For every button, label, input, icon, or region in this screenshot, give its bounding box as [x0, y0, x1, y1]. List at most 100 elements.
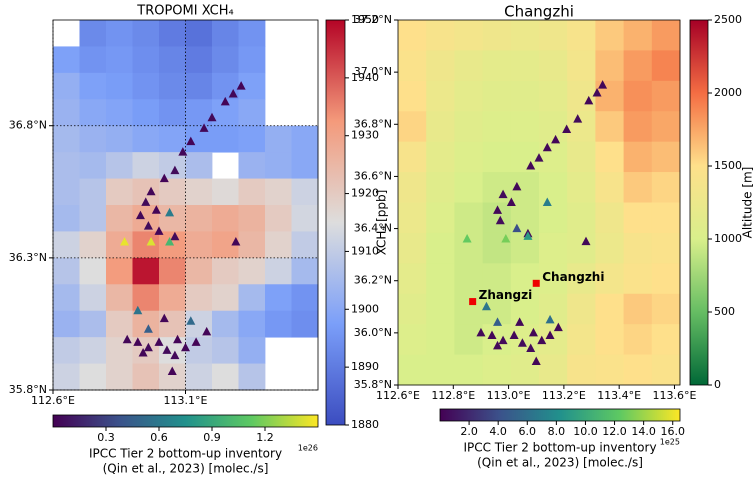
colorbar-label: Altitude [m] [741, 167, 755, 239]
grid-cell [567, 324, 596, 355]
grid-cell [106, 364, 133, 391]
grid-cell [426, 81, 455, 112]
grid-cell [159, 205, 186, 232]
grid-cell [239, 284, 266, 311]
grid-cell [186, 205, 213, 232]
grid-cell [398, 263, 427, 294]
grid-cell [133, 126, 160, 153]
colorbar-label: (Qin et al., 2023) [molec./s] [103, 462, 269, 476]
grid-cell [212, 126, 239, 153]
grid-cell [265, 258, 292, 285]
grid-cell [133, 73, 160, 100]
grid-cell [80, 99, 107, 126]
grid-cell [292, 311, 319, 338]
grid-cell [483, 172, 512, 203]
grid-cell [212, 258, 239, 285]
grid-cell [398, 111, 427, 142]
grid-cell [652, 263, 681, 294]
figure: TROPOMI XCH₄112.6°E113.1°E35.8°N36.3°N36… [0, 0, 756, 481]
grid-cell [567, 50, 596, 81]
colorbar-tick-label: 1500 [714, 159, 742, 172]
grid-cell [159, 73, 186, 100]
grid-cell [567, 203, 596, 234]
colorbar-label: IPCC Tier 2 bottom-up inventory [89, 447, 282, 461]
y-tick-label: 37.2°N [354, 13, 392, 26]
grid-cell [106, 46, 133, 73]
colorbar-tick-label: 0 [714, 378, 721, 391]
grid-cell [80, 337, 107, 364]
colorbar-tick-label: 1930 [351, 129, 379, 142]
grid-cell [53, 99, 80, 126]
x-tick-label: 112.8°E [431, 389, 475, 402]
grid-cell [454, 111, 483, 142]
grid-cell [454, 20, 483, 51]
grid-cell [80, 179, 107, 206]
grid-cell [624, 50, 653, 81]
grid-cell [652, 203, 681, 234]
grid-cell [212, 205, 239, 232]
grid-cell [483, 142, 512, 173]
y-tick-label: 37.0°N [354, 65, 392, 78]
colorbar [440, 409, 680, 421]
grid-cell [186, 179, 213, 206]
panel: TROPOMI XCH₄112.6°E113.1°E35.8°N36.3°N36… [9, 4, 389, 476]
grid-cell [398, 50, 427, 81]
colorbar-tick-label: 1000 [714, 232, 742, 245]
grid-cell [159, 126, 186, 153]
grid-cell [239, 258, 266, 285]
grid-cell [133, 20, 160, 47]
y-tick-label: 36.0°N [354, 326, 392, 339]
grid-cell [624, 233, 653, 264]
grid-cell [265, 311, 292, 338]
colorbar [690, 20, 708, 385]
grid-cell [567, 81, 596, 112]
grid-cell [53, 364, 80, 391]
grid-cell [265, 126, 292, 153]
grid-cell [454, 203, 483, 234]
grid-cell [80, 311, 107, 338]
grid-cell [212, 284, 239, 311]
grid-cell [398, 233, 427, 264]
grid-cell [567, 111, 596, 142]
grid-cell [292, 231, 319, 258]
grid-cell [511, 142, 540, 173]
grid-cell [595, 172, 624, 203]
grid-cell [511, 324, 540, 355]
y-tick-label: 36.4°N [354, 222, 392, 235]
grid-cell [53, 337, 80, 364]
grid-cell [539, 20, 568, 51]
grid-cell [539, 233, 568, 264]
grid-cell [106, 99, 133, 126]
grid-cell [454, 355, 483, 386]
grid-cell [398, 203, 427, 234]
grid-cell [80, 205, 107, 232]
panel-title: TROPOMI XCH₄ [136, 4, 233, 19]
grid-cell [652, 81, 681, 112]
colorbar-label: IPCC Tier 2 bottom-up inventory [463, 441, 656, 455]
x-tick-label: 113.6°E [652, 389, 696, 402]
colorbar-tick-label: 1.2 [256, 431, 274, 444]
grid-cell [80, 73, 107, 100]
grid-cell [80, 231, 107, 258]
colorbar [326, 20, 345, 425]
grid-cell [454, 50, 483, 81]
grid-cell [624, 172, 653, 203]
colorbar-tick-label: 0.9 [203, 431, 221, 444]
grid-cell [80, 20, 107, 47]
grid-cell [212, 337, 239, 364]
grid-cell [292, 152, 319, 179]
grid-cell [567, 233, 596, 264]
grid-cell [426, 294, 455, 325]
panel-title: Changzhi [504, 3, 574, 21]
grid-cell [511, 81, 540, 112]
grid-cell [539, 111, 568, 142]
grid-cell [53, 205, 80, 232]
x-tick-label: 113.1°E [164, 394, 208, 407]
grid-cell [133, 258, 160, 285]
grid-cell [239, 20, 266, 47]
grid-cell [53, 126, 80, 153]
grid-cell [292, 258, 319, 285]
grid-cell [159, 20, 186, 47]
colorbar-tick-label: 14.0 [631, 425, 656, 438]
grid-cell [159, 99, 186, 126]
